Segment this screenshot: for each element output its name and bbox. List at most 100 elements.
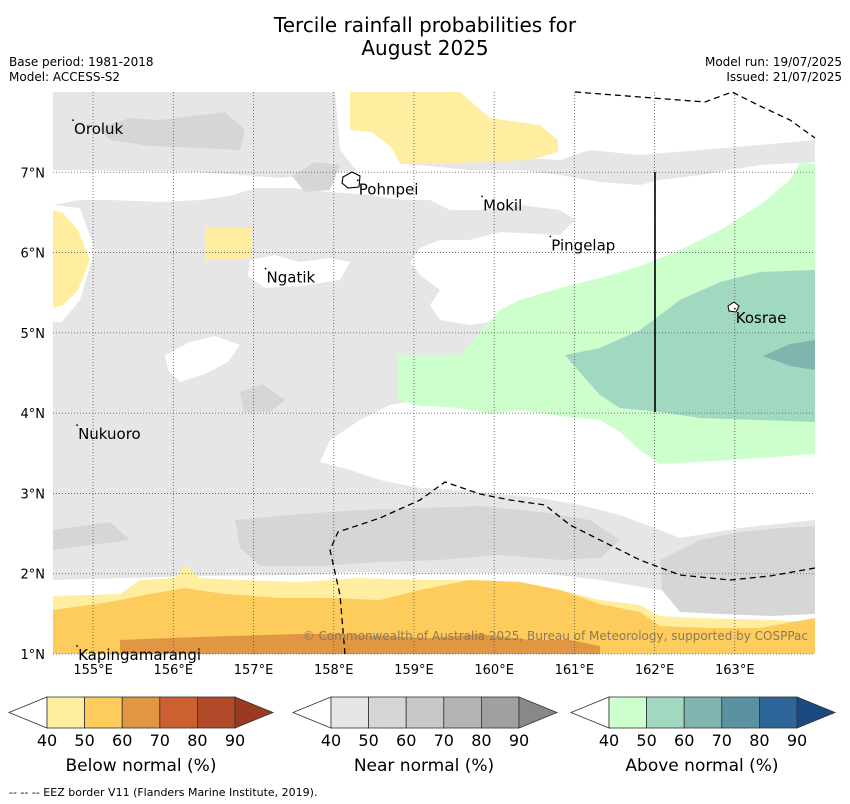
- place-label: Pohnpei: [359, 180, 419, 198]
- colorbar-segment: [196, 696, 236, 729]
- colorbar-segment: [608, 696, 647, 729]
- colorbar-segment: [480, 696, 520, 729]
- title-line-1: Tercile rainfall probabilities for: [273, 13, 577, 37]
- above-normal-label: Above normal (%): [625, 756, 779, 776]
- eez-border-south: [329, 481, 816, 655]
- colorbar-tick: 50: [636, 731, 656, 750]
- place-marker: [733, 307, 736, 310]
- model-name: Model: ACCESS-S2: [9, 70, 121, 84]
- colorbar-tick: 70: [150, 731, 170, 750]
- colorbar-segment: [46, 696, 85, 729]
- colorbar-tick: 90: [509, 731, 529, 750]
- place-marker: [356, 179, 359, 182]
- x-tick-label: 156°E: [154, 663, 194, 678]
- place-label: Nukuoro: [78, 425, 141, 443]
- meta-right: Model run: 19/07/2025 Issued: 21/07/2025: [705, 55, 842, 85]
- y-tick-label: 7°N: [21, 166, 46, 181]
- colorbars: 40 50 60 70 80 90 40 50 60 70 80 90 40 50 60 70 80 90: [7, 696, 837, 750]
- white-region-ngatik: [248, 255, 350, 288]
- place-marker: [72, 119, 74, 121]
- colorbar-tick: 60: [396, 731, 416, 750]
- pohnpei-island: [341, 171, 361, 189]
- place-marker: [76, 424, 78, 427]
- y-tick-label: 1°N: [21, 648, 46, 663]
- colorbar-segment: [330, 696, 369, 729]
- white-region-upper: [53, 162, 815, 325]
- colorbar-tick: 80: [187, 731, 207, 750]
- colorbar-segment: [84, 696, 123, 729]
- white-region-west: [165, 336, 240, 382]
- near-normal-label: Near normal (%): [353, 756, 495, 776]
- colorbar-segment: [159, 696, 198, 729]
- colorbar-high-arrow: [234, 696, 275, 729]
- place-marker: [76, 645, 78, 647]
- eez-borders: [329, 91, 816, 655]
- below-normal-50-band: [53, 580, 815, 654]
- place-marker: [264, 267, 267, 270]
- place-label: Kapingamarangi: [78, 646, 201, 664]
- white-region-central: [320, 398, 815, 538]
- below-normal-label: Below normal (%): [65, 756, 217, 776]
- colorbar-low-arrow: [7, 696, 48, 729]
- x-tick-label: 162°E: [635, 663, 675, 678]
- base-period: Base period: 1981-2018: [9, 55, 154, 69]
- y-tick-label: 4°N: [21, 407, 46, 422]
- y-tick-label: 3°N: [21, 487, 46, 502]
- colorbar-tick: 90: [787, 731, 807, 750]
- y-tick-label: 2°N: [21, 568, 46, 583]
- x-tick-label: 155°E: [73, 663, 113, 678]
- colorbar-tick: 90: [225, 731, 245, 750]
- colorbar: 40 50 60 70 80 90: [569, 696, 837, 750]
- probability-fields: [53, 92, 815, 654]
- issued-date: Issued: 21/07/2025: [726, 70, 842, 84]
- colorbar-segment: [121, 696, 161, 729]
- y-axis: 7°N 6°N 5°N 4°N 3°N 2°N 1°N: [21, 166, 46, 663]
- colorbar-segment: [721, 696, 760, 729]
- x-tick-label: 158°E: [314, 663, 354, 678]
- above-normal-60-patch: [763, 340, 815, 370]
- x-tick-label: 161°E: [555, 663, 595, 678]
- near-normal-50-patches: [53, 112, 815, 616]
- y-tick-label: 5°N: [21, 327, 46, 342]
- y-tick-label: 6°N: [21, 247, 46, 262]
- colorbar-tick: 50: [358, 731, 378, 750]
- colorbar-segment: [405, 696, 445, 729]
- colorbar-high-arrow: [518, 696, 559, 729]
- place-marker: [481, 195, 484, 198]
- colorbar-tick: 70: [712, 731, 732, 750]
- x-tick-label: 159°E: [394, 663, 434, 678]
- chart-title: Tercile rainfall probabilities for Augus…: [0, 14, 850, 60]
- colorbar-segment: [683, 696, 723, 729]
- x-axis: 155°E 156°E 157°E 158°E 159°E 160°E 161°E 162°E…: [73, 663, 754, 678]
- colorbar-segment: [646, 696, 685, 729]
- place-labels: Oroluk Pohnpei Mokil Pingelap Ngatik Kosrae Nu…: [72, 119, 786, 664]
- eez-footnote: -- -- -- EEZ border V11 (Flanders Marine…: [9, 786, 318, 799]
- x-tick-label: 157°E: [234, 663, 274, 678]
- colorbar-tick: 40: [599, 731, 619, 750]
- colorbar: 40 50 60 70 80 90: [291, 696, 559, 750]
- kosrae-island: [727, 301, 740, 313]
- place-label: Mokil: [483, 196, 522, 214]
- meta-left: Base period: 1981-2018 Model: ACCESS-S2: [9, 55, 154, 85]
- colorbar: 40 50 60 70 80 90: [7, 696, 275, 750]
- place-marker: [549, 235, 552, 238]
- eez-border-north: [574, 91, 816, 139]
- gridlines: [53, 92, 815, 655]
- below-normal-40-patches: [53, 92, 815, 654]
- colorbar-tick: 50: [74, 731, 94, 750]
- place-label: Oroluk: [74, 120, 123, 138]
- copyright-text: © Commonwealth of Australia 2025, Bureau…: [303, 629, 808, 643]
- x-tick-label: 160°E: [474, 663, 514, 678]
- colorbar-tick: 80: [749, 731, 769, 750]
- above-normal-50-region: [565, 270, 815, 422]
- place-label: Kosrae: [736, 309, 787, 327]
- place-label: Pingelap: [551, 237, 615, 255]
- colorbar-tick: 80: [471, 731, 491, 750]
- colorbar-low-arrow: [291, 696, 332, 729]
- colorbar-segment: [759, 696, 798, 729]
- colorbar-tick: 40: [321, 731, 341, 750]
- colorbar-tick: 60: [674, 731, 694, 750]
- colorbar-high-arrow: [796, 696, 837, 729]
- colorbar-tick: 40: [37, 731, 57, 750]
